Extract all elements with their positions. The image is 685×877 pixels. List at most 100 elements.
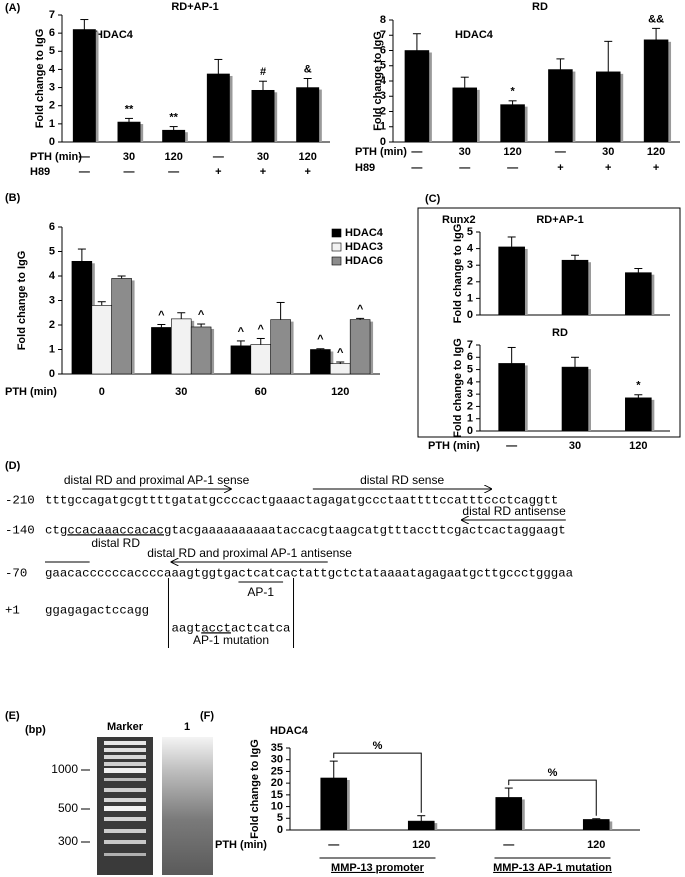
- ladder-band: [104, 762, 146, 766]
- significance-marker: &: [304, 63, 312, 75]
- mutation-segment: actcatca: [231, 621, 291, 635]
- y-axis-label: Fold change to IgG: [16, 251, 28, 351]
- y-tick-label: 6: [49, 27, 55, 39]
- y-tick-label: 6: [380, 44, 386, 56]
- y-tick-label: 2: [467, 400, 473, 412]
- row-label: H89: [30, 166, 50, 178]
- y-axis-label: Fold change to IgG: [452, 338, 464, 438]
- ladder-band: [104, 829, 146, 833]
- y-tick-label: 3: [49, 81, 55, 93]
- sequence-segment: ccacaaaccacac: [67, 523, 164, 537]
- y-axis-label: Fold change to IgG: [34, 29, 46, 129]
- x-tick-label: —: [79, 151, 90, 163]
- ladder-band: [104, 840, 146, 844]
- y-tick-label: 2: [380, 105, 386, 117]
- sequence-segment: agagatgccctaattttccatttc: [313, 493, 491, 507]
- significance-marker: ^: [198, 309, 205, 321]
- x-tick-label: +: [260, 166, 266, 178]
- y-tick-label: 6: [467, 351, 473, 363]
- legend-swatch: [331, 228, 342, 238]
- sequence-segment: ggagagactccagg: [45, 603, 149, 617]
- x-tick-label: 30: [459, 146, 471, 158]
- y-tick-label: 8: [380, 14, 386, 26]
- y-tick-label: 20: [271, 777, 283, 789]
- bar: [404, 50, 430, 143]
- x-tick-label: 120: [629, 440, 647, 452]
- y-tick-label: 3: [467, 388, 473, 400]
- x-tick-label: —: [411, 146, 422, 158]
- bar: [171, 318, 192, 375]
- y-tick-label: 6: [49, 221, 55, 233]
- sequence-segment: cctcaggtt: [491, 493, 558, 507]
- y-tick-label: 4: [380, 75, 387, 87]
- significance-marker: #: [260, 66, 266, 78]
- x-tick-label: 30: [257, 151, 269, 163]
- bar: [595, 71, 621, 143]
- bar: [500, 104, 525, 143]
- bar: [498, 363, 525, 432]
- bar: [561, 259, 589, 316]
- x-tick-label: —: [124, 166, 135, 178]
- y-tick-label: 7: [380, 29, 386, 41]
- x-tick-label: —: [503, 839, 514, 851]
- legend-label: HDAC3: [345, 241, 383, 253]
- significance-marker: ^: [317, 334, 324, 346]
- y-tick-label: 0: [49, 368, 55, 380]
- y-tick-label: 0: [49, 136, 55, 148]
- x-tick-label: 120: [331, 386, 349, 398]
- x-tick-label: +: [557, 162, 563, 174]
- panel-label: (B): [5, 192, 21, 204]
- y-tick-label: 25: [271, 765, 283, 777]
- y-axis-label: Fold change to IgG: [249, 739, 261, 839]
- chart-label: Runx2: [442, 214, 476, 226]
- x-tick-label: +: [605, 162, 611, 174]
- bar: [72, 29, 96, 143]
- y-tick-label: 1: [49, 343, 55, 355]
- bar: [91, 305, 112, 375]
- comparison-bracket: [508, 779, 597, 816]
- x-tick-label: —: [506, 440, 517, 452]
- x-tick-label: 120: [587, 839, 605, 851]
- chart-label: HDAC4: [455, 29, 494, 41]
- bar: [495, 797, 523, 831]
- bar: [111, 278, 132, 375]
- x-tick-label: 120: [298, 151, 316, 163]
- lane-label: 1: [184, 721, 190, 733]
- x-tick-label: 120: [647, 146, 665, 158]
- ladder-band: [104, 748, 146, 752]
- ladder-band: [104, 778, 146, 781]
- x-tick-label: 120: [412, 839, 430, 851]
- gel-image: [97, 737, 213, 875]
- x-tick-label: —: [555, 146, 566, 158]
- panel-c-frame: [417, 207, 681, 438]
- mutation-label: AP-1 mutation: [193, 633, 269, 647]
- y-tick-label: 30: [271, 754, 283, 766]
- unit-label: (bp): [25, 724, 46, 736]
- bar: [296, 87, 320, 143]
- ladder-band: [104, 788, 146, 792]
- chart-title: RD: [532, 1, 548, 13]
- primer-label: distal RD and proximal AP-1 sense: [64, 473, 250, 487]
- x-tick-label: —: [168, 166, 179, 178]
- x-tick-label: 60: [255, 386, 267, 398]
- comparison-label: %: [548, 767, 558, 779]
- primer-label: distal RD antisense: [462, 504, 566, 518]
- significance-marker: &&: [648, 13, 664, 25]
- y-tick-label: 0: [467, 425, 473, 437]
- x-axis-label: PTH (min): [5, 386, 57, 398]
- bar: [561, 366, 589, 432]
- bar: [117, 121, 141, 143]
- y-tick-label: 2: [49, 319, 55, 331]
- x-tick-label: +: [653, 162, 659, 174]
- y-tick-label: 1: [467, 413, 473, 425]
- ladder-label: 1000: [51, 762, 78, 776]
- y-tick-label: 5: [467, 226, 473, 238]
- panel-label: (E): [5, 710, 20, 722]
- significance-marker: ^: [238, 326, 245, 338]
- bar: [71, 260, 93, 375]
- panel-label: (A): [5, 2, 21, 14]
- bar: [230, 345, 252, 375]
- group-label: MMP-13 promoter: [331, 862, 425, 874]
- sequence-segment: gaacac: [45, 566, 90, 580]
- x-tick-label: —: [213, 151, 224, 163]
